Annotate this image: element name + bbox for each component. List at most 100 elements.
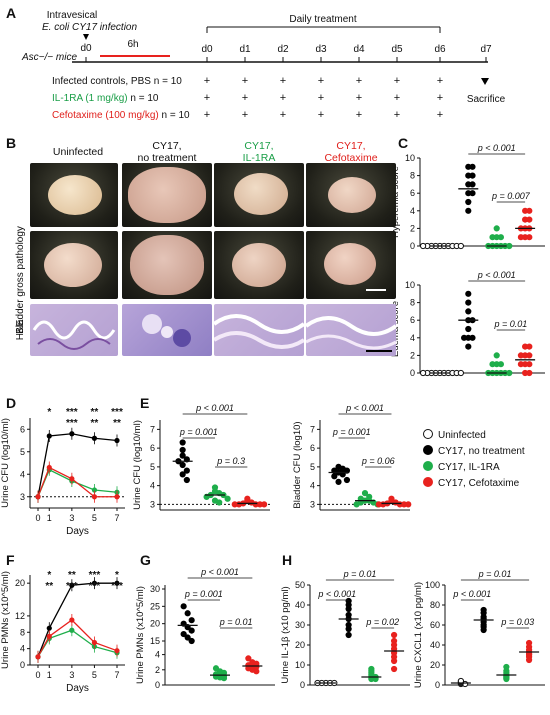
- daily-treatment-label: Daily treatment: [289, 14, 356, 25]
- y-tick-label: 7: [150, 424, 155, 434]
- data-point: [497, 361, 505, 368]
- group-plus: +: [318, 75, 324, 87]
- data-point: [465, 299, 472, 306]
- day-label-d7: d7: [480, 44, 492, 55]
- group-plus: +: [356, 92, 362, 104]
- data-point: [419, 369, 427, 377]
- he-section-no-treatment: [122, 304, 212, 356]
- data-point: [480, 626, 487, 634]
- row-label-he: H&E: [15, 319, 26, 340]
- data-point: [179, 471, 186, 478]
- x-tick-label: 3: [69, 670, 74, 680]
- sig-star-red: **: [91, 407, 99, 418]
- data-point: [179, 452, 186, 459]
- sacrifice-label: Sacrifice: [467, 94, 506, 105]
- infection-line1: Intravesical: [47, 10, 98, 21]
- series-point: [91, 435, 98, 441]
- bladder-photo-uninfected-2: [30, 231, 118, 299]
- y-tick-label: 8: [410, 298, 415, 308]
- series-point: [91, 487, 98, 493]
- day-d0-left: d0: [80, 43, 92, 54]
- y-tick-label: 20: [295, 640, 305, 650]
- data-point: [183, 476, 190, 484]
- p-value: p = 0.001: [184, 589, 223, 599]
- data-point: [517, 352, 525, 359]
- data-point: [517, 361, 525, 368]
- group-label-2: Cefotaxime (100 mg/kg) n = 10: [52, 110, 190, 121]
- data-point: [457, 242, 464, 250]
- row-label-gross: Bladder gross pathology: [15, 226, 26, 334]
- y-tick-label: 0: [155, 680, 160, 690]
- strain-label: Asc−/− mice: [21, 52, 77, 63]
- day-label-d4: d4: [353, 44, 365, 55]
- y-tick-label: 60: [430, 620, 440, 630]
- data-point: [465, 325, 472, 333]
- group-label-1: IL-1RA (1 mg/kg) n = 10: [52, 93, 159, 104]
- legend-label: Uninfected: [438, 430, 486, 441]
- y-tick-label: 10: [405, 153, 415, 163]
- data-point: [489, 361, 496, 368]
- series-point: [69, 582, 75, 588]
- y-tick-label: 5: [310, 462, 315, 472]
- p-value: p < 0.001: [345, 403, 384, 413]
- p-value: p = 0.01: [343, 569, 377, 579]
- y-tick-label: 4: [20, 644, 25, 654]
- y-axis-label: Urine CFU (log10/ml): [0, 418, 11, 508]
- y-tick-label: 40: [295, 600, 305, 610]
- panel-label-a: A: [6, 5, 16, 21]
- y-tick-label: 20: [430, 660, 440, 670]
- y-tick-label: 25: [150, 601, 160, 611]
- data-point: [188, 617, 195, 624]
- bladder-photo-il1ra-2: [214, 231, 304, 299]
- sig-star-red: **: [68, 570, 76, 581]
- y-tick-label: 6: [20, 424, 25, 434]
- data-point: [405, 501, 412, 508]
- series-point: [91, 580, 98, 586]
- day-label-d2: d2: [277, 44, 289, 55]
- col-header-no-treatment: CY17, no treatment: [137, 140, 197, 164]
- data-point: [503, 675, 510, 683]
- series-point: [114, 648, 120, 654]
- panel-label-b: B: [6, 135, 16, 151]
- y-tick-label: 8: [410, 171, 415, 181]
- data-point: [526, 343, 533, 350]
- data-point: [465, 290, 472, 297]
- x-tick-label: 1: [47, 513, 52, 523]
- x-tick-label: 7: [114, 513, 119, 523]
- data-point: [489, 234, 496, 241]
- data-point: [188, 637, 195, 645]
- y-tick-label: 4: [410, 333, 415, 343]
- p-value: p = 0.007: [491, 191, 531, 201]
- y-tick-label: 4: [410, 206, 415, 216]
- y-tick-label: 2: [155, 665, 160, 675]
- y-tick-label: 20: [150, 619, 160, 629]
- y-tick-label: 2: [410, 350, 415, 360]
- y-tick-label: 100: [425, 580, 440, 590]
- group-plus: +: [394, 75, 400, 87]
- sig-star-green: ***: [111, 581, 123, 592]
- series-point: [46, 625, 52, 631]
- y-tick-label: 0: [435, 680, 440, 690]
- p-value: p < 0.001: [477, 143, 516, 153]
- data-point: [390, 631, 398, 639]
- sig-star-green: ***: [66, 418, 78, 429]
- data-point: [460, 334, 468, 341]
- data-point: [245, 655, 252, 662]
- group-plus: +: [437, 109, 443, 121]
- y-tick-label: 6: [310, 443, 315, 453]
- p-value: p = 0.01: [478, 569, 512, 579]
- panel-label-g: G: [140, 552, 151, 568]
- data-point: [231, 501, 238, 508]
- y-tick-label: 5: [150, 462, 155, 472]
- sig-star-red: *: [47, 570, 51, 581]
- y-tick-label: 5: [20, 447, 25, 457]
- y-tick-label: 0: [300, 680, 305, 690]
- p-value: p < 0.001: [200, 567, 239, 577]
- sig-star-red: ***: [111, 407, 123, 418]
- y-tick-label: 6: [410, 315, 415, 325]
- panel-label-c: C: [398, 135, 408, 151]
- data-point: [390, 665, 398, 673]
- legend-marker: [423, 429, 433, 439]
- data-point: [469, 163, 476, 170]
- legend-marker: [423, 477, 433, 487]
